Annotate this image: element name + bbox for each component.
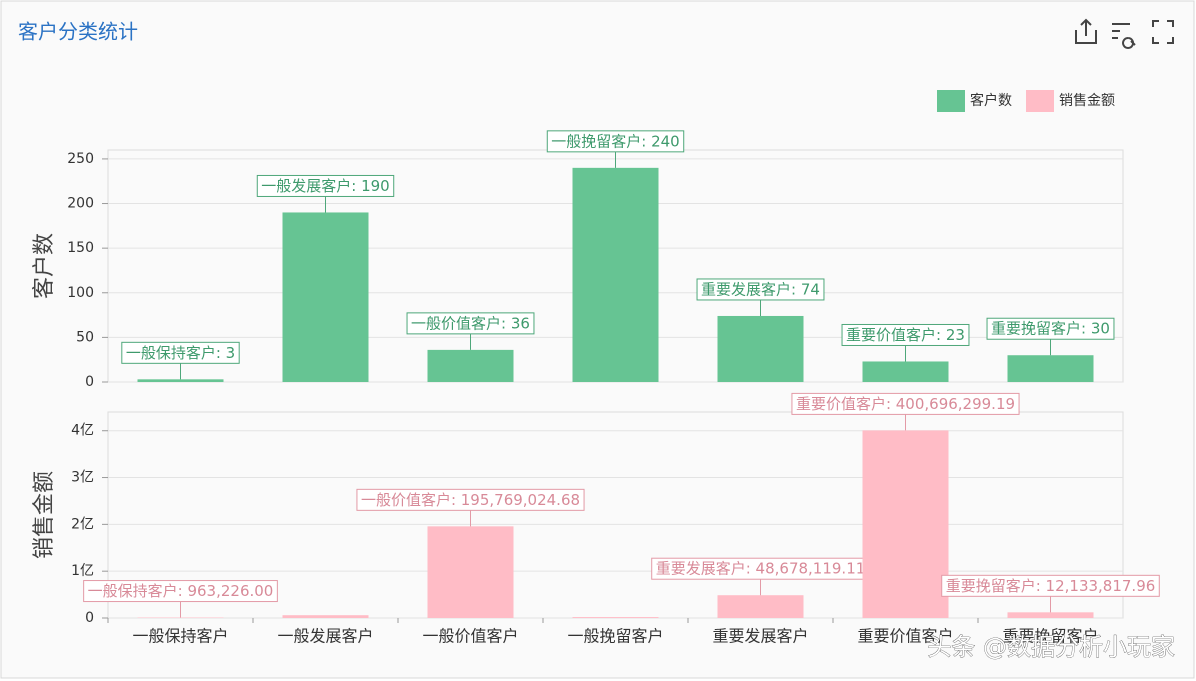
y-tick-label: 150 bbox=[67, 240, 94, 256]
fullscreen-icon[interactable] bbox=[1152, 20, 1174, 44]
watermark: 头条 @数据分析小玩家 bbox=[927, 633, 1175, 661]
label-box bbox=[696, 278, 825, 301]
label-box bbox=[83, 580, 278, 603]
data-label: 重要发展客户: 48,678,119.11 bbox=[656, 560, 866, 578]
data-label: 一般保持客户: 3 bbox=[126, 344, 235, 362]
label-box bbox=[356, 488, 585, 511]
y-tick-label: 3亿 bbox=[71, 470, 94, 486]
x-tick-label: 一般保持客户 bbox=[132, 627, 228, 646]
data-label: 重要发展客户: 74 bbox=[701, 280, 820, 298]
data-label: 一般发展客户: 190 bbox=[261, 177, 389, 195]
data-label: 一般价值客户: 195,769,024.68 bbox=[361, 491, 580, 509]
bar bbox=[717, 315, 804, 382]
legend: 客户数 销售金额 bbox=[937, 90, 1115, 112]
bar bbox=[1007, 612, 1094, 618]
y-axis-title: 客户数 bbox=[32, 233, 57, 299]
toolbar bbox=[1075, 18, 1174, 49]
panel-title: 客户分类统计 bbox=[18, 20, 138, 44]
legend-swatch bbox=[1026, 90, 1054, 112]
y-tick-label: 200 bbox=[67, 196, 94, 212]
data-label: 重要挽留客户: 12,133,817.96 bbox=[946, 577, 1156, 595]
label-box bbox=[546, 130, 685, 153]
label-box bbox=[986, 317, 1115, 340]
label-box bbox=[406, 312, 535, 335]
label-box bbox=[841, 323, 970, 346]
bar bbox=[282, 615, 369, 618]
bar bbox=[427, 526, 514, 618]
bar bbox=[137, 379, 224, 382]
x-tick-label: 一般发展客户 bbox=[277, 627, 373, 646]
x-tick-label: 重要挽留客户 bbox=[1002, 627, 1098, 646]
data-label: 一般挽留客户: 240 bbox=[551, 132, 679, 150]
y-tick-label: 0 bbox=[85, 610, 94, 626]
data-label: 重要价值客户: 23 bbox=[846, 326, 965, 344]
y-axis-title: 销售金额 bbox=[32, 471, 57, 559]
x-tick-label: 一般挽留客户 bbox=[567, 627, 663, 646]
export-icon[interactable] bbox=[1075, 18, 1097, 44]
bar bbox=[282, 212, 369, 382]
legend-label: 销售金额 bbox=[1059, 93, 1115, 109]
x-tick-label: 一般价值客户 bbox=[422, 627, 518, 646]
data-label: 一般价值客户: 36 bbox=[411, 314, 530, 332]
bar bbox=[862, 430, 949, 618]
label-box bbox=[256, 174, 395, 197]
data-label: 重要挽留客户: 30 bbox=[991, 320, 1110, 338]
y-tick-label: 50 bbox=[76, 329, 94, 345]
data-label: 重要价值客户: 400,696,299.19 bbox=[796, 395, 1015, 413]
bar bbox=[572, 617, 659, 618]
bar bbox=[862, 361, 949, 382]
y-tick-label: 250 bbox=[67, 151, 94, 167]
filter-icon[interactable] bbox=[1112, 23, 1136, 49]
y-tick-label: 2亿 bbox=[71, 516, 94, 532]
bar bbox=[717, 595, 804, 618]
y-tick-label: 1亿 bbox=[71, 563, 94, 579]
y-tick-label: 4亿 bbox=[71, 423, 94, 439]
label-box bbox=[941, 574, 1160, 597]
legend-label: 客户数 bbox=[970, 92, 1012, 109]
y-tick-label: 0 bbox=[85, 374, 94, 390]
label-box bbox=[121, 341, 240, 364]
bar bbox=[1007, 355, 1094, 382]
bar bbox=[427, 349, 514, 382]
data-label: 一般保持客户: 963,226.00 bbox=[88, 582, 274, 600]
x-tick-label: 重要价值客户 bbox=[857, 627, 953, 646]
x-tick-label: 重要发展客户 bbox=[712, 627, 808, 646]
label-box bbox=[791, 392, 1020, 415]
legend-swatch bbox=[937, 90, 965, 112]
bar bbox=[572, 167, 659, 382]
y-tick-label: 100 bbox=[67, 285, 94, 301]
